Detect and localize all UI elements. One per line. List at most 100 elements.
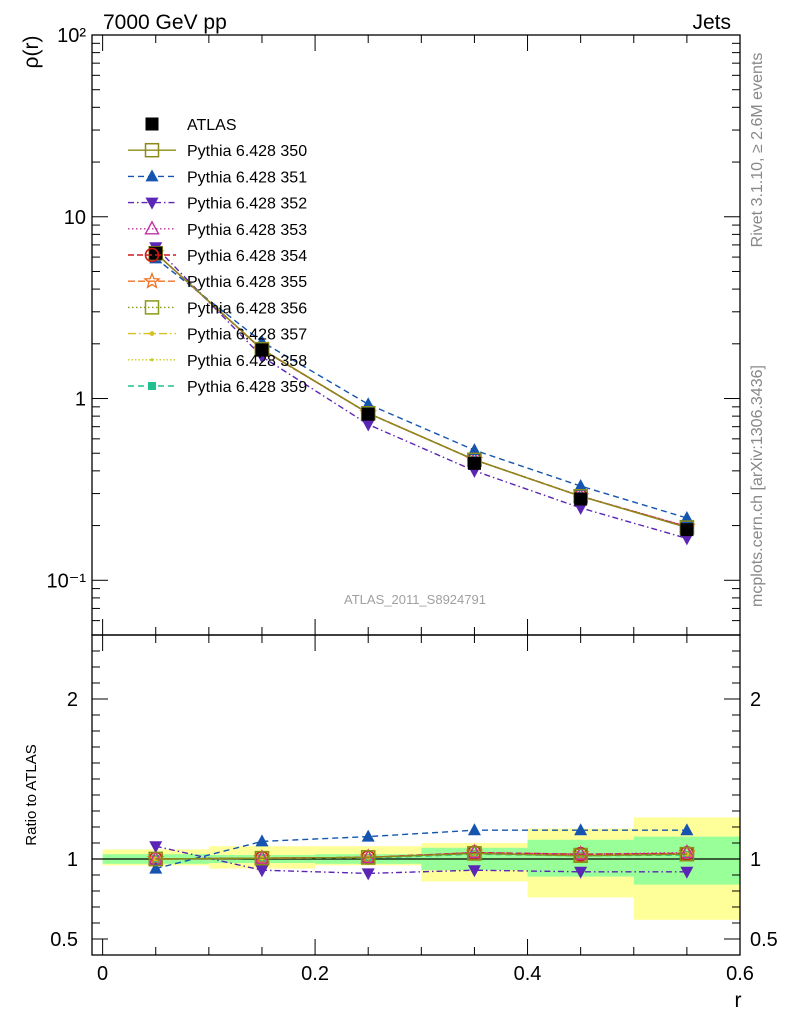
legend-marker-0 (145, 117, 159, 131)
legend-marker-4 (144, 220, 160, 235)
ratio-ytick-label-right-0: 0.5 (750, 929, 778, 951)
legend-label-6: Pythia 6.428 355 (187, 274, 307, 291)
series-line-9 (155, 852, 687, 860)
legend-label-10: Pythia 6.428 359 (187, 379, 307, 396)
series-line-8 (155, 829, 687, 870)
legend-item-10: Pythia 6.428 359 (128, 379, 307, 396)
legend-label-8: Pythia 6.428 357 (187, 327, 307, 344)
series-8-point-3 (467, 823, 481, 836)
series-9-point-0 (148, 851, 163, 867)
main-ytick-label-2: 10 (64, 207, 86, 229)
series-6-point-3 (466, 844, 483, 859)
legend-marker-2 (145, 169, 159, 182)
ratio-frame (91, 634, 741, 956)
series-10 (149, 246, 694, 537)
series-8-point-3 (467, 443, 481, 456)
series-8-point-5 (680, 511, 694, 524)
legend-label-4: Pythia 6.428 353 (187, 222, 307, 239)
series-10-point-4 (574, 492, 588, 506)
legend-marker-8 (149, 331, 155, 336)
series-7-point-2 (361, 419, 375, 432)
series-8-point-2 (361, 829, 375, 842)
series-7-point-4 (574, 502, 588, 515)
legend-marker-10 (148, 382, 156, 390)
legend-marker-9 (150, 358, 154, 362)
legend-item-1: Pythia 6.428 350 (128, 142, 307, 160)
legend-item-9: Pythia 6.428 358 (128, 353, 307, 370)
main-series (146, 242, 696, 546)
ratio-series (146, 823, 696, 881)
series-6-point-2 (360, 848, 376, 864)
ratio-ytick-label-right-2: 2 (750, 689, 761, 711)
ratio-ytick-label-right-1: 1 (750, 849, 761, 871)
series-9-point-5 (679, 846, 695, 862)
series-7-point-0 (149, 841, 163, 854)
series-7-point-5 (680, 866, 694, 879)
series-8-point-4 (574, 479, 588, 492)
ratio-ytick-label-2: 2 (67, 689, 78, 711)
series-line-8 (155, 257, 688, 519)
ratio-ytick-label-1: 1 (67, 849, 78, 871)
main-ytick-label-0: 10⁻¹ (47, 570, 87, 592)
series-7 (149, 841, 694, 881)
xtick-label-2: 0.4 (514, 963, 542, 985)
ratio-ytick-label-0: 0.5 (50, 929, 78, 951)
series-6-point-4 (572, 845, 589, 860)
legend-marker-7 (144, 300, 160, 315)
xlabel: r (735, 989, 742, 1012)
xtick-label-1: 0.2 (301, 963, 329, 985)
series-8-point-5 (680, 823, 694, 836)
uncertainty-bands (102, 817, 740, 920)
series-10-point-3 (467, 456, 481, 470)
rivet-label: Rivet 3.1.10, ≥ 2.6M events (749, 53, 766, 248)
legend-item-8: Pythia 6.428 357 (128, 327, 307, 344)
legend-label-2: Pythia 6.428 351 (187, 169, 307, 186)
series-9-point-3 (467, 846, 482, 861)
series-8-point-0 (149, 861, 163, 874)
legend-item-2: Pythia 6.428 351 (128, 169, 307, 186)
legend-label-9: Pythia 6.428 358 (187, 353, 307, 370)
series-8-point-1 (255, 834, 269, 847)
series-line-9 (155, 252, 688, 529)
series-7-point-4 (574, 866, 588, 879)
series-10-point-1 (255, 343, 269, 357)
legend-marker-5 (144, 247, 160, 263)
series-7-point-3 (467, 865, 481, 878)
header-left-title: 7000 GeV pp (103, 11, 227, 34)
main-ylabel: ρ(r) (20, 36, 43, 69)
series-9-point-1 (254, 850, 270, 866)
series-8 (149, 823, 694, 874)
legend-item-5: Pythia 6.428 354 (128, 247, 307, 265)
legend-marker-1 (144, 142, 160, 158)
watermark: ATLAS_2011_S8924791 (344, 592, 486, 607)
legend-label-1: Pythia 6.428 350 (187, 143, 307, 160)
series-10-point-5 (680, 523, 694, 537)
series-line-7 (155, 246, 688, 540)
series-8-point-4 (574, 823, 588, 836)
mcplots-label: mcplots.cern.ch [arXiv:1306.3436] (749, 365, 766, 607)
series-9-point-4 (573, 848, 588, 864)
ratio-ylabel: Ratio to ATLAS (23, 744, 40, 845)
legend-item-7: Pythia 6.428 356 (128, 300, 307, 317)
xtick-label-0: 0 (97, 963, 108, 985)
legend-item-6: Pythia 6.428 355 (128, 271, 307, 291)
series-7-point-2 (361, 868, 375, 881)
series-7-point-5 (680, 533, 694, 546)
series-6-point-5 (679, 844, 695, 859)
series-2-point-0 (153, 856, 159, 862)
legend-marker-3 (145, 197, 159, 210)
series-9 (148, 846, 695, 867)
legend-label-3: Pythia 6.428 352 (187, 196, 307, 213)
main-ytick-label-1: 1 (75, 389, 86, 411)
series-6-point-1 (254, 849, 270, 864)
series-9-point-2 (360, 850, 376, 865)
series-7-point-1 (255, 865, 269, 878)
legend: ATLAS Pythia 6.428 350 Pythia 6.428 351 Pyt… (128, 117, 307, 396)
legend-item-4: Pythia 6.428 353 (128, 220, 307, 239)
frames (91, 34, 741, 956)
xtick-label-3: 0.6 (726, 963, 754, 985)
series-10-point-2 (361, 407, 375, 421)
main-ytick-label-3: 10² (57, 25, 86, 47)
legend-item-0: ATLAS (145, 117, 237, 134)
